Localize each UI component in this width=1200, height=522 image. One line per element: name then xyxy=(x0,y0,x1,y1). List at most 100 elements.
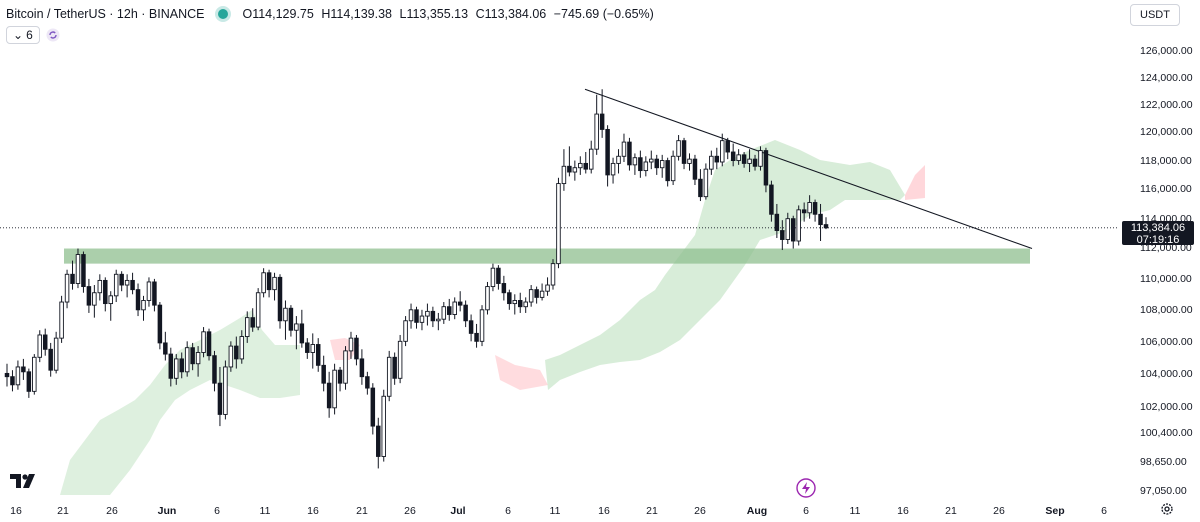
candle-body xyxy=(48,348,53,371)
low-value: 113,355.13 xyxy=(406,7,469,21)
candle xyxy=(70,260,75,290)
candle xyxy=(135,283,141,317)
candle xyxy=(638,150,643,178)
candle xyxy=(234,336,239,369)
candle-body xyxy=(223,366,228,415)
candle-body xyxy=(392,356,397,379)
indicators-toggle[interactable]: ⌄ 6 xyxy=(6,26,40,44)
candle xyxy=(474,323,479,348)
candle xyxy=(496,265,501,290)
candle xyxy=(616,149,621,174)
currency-selector[interactable]: USDT xyxy=(1130,4,1180,26)
candle-body xyxy=(801,209,807,214)
sync-icon[interactable] xyxy=(46,28,60,42)
candle xyxy=(561,149,567,191)
candle xyxy=(736,149,741,165)
candle-body xyxy=(337,369,343,384)
candle xyxy=(108,291,113,321)
candle xyxy=(714,147,720,170)
candle xyxy=(157,302,163,350)
candle xyxy=(545,277,550,296)
candle-body xyxy=(299,323,305,344)
market-status-icon xyxy=(218,9,229,19)
candle-body xyxy=(64,273,70,303)
candle xyxy=(790,215,796,249)
candle xyxy=(266,269,272,298)
candle-body xyxy=(436,318,441,322)
candle xyxy=(583,152,589,174)
candle xyxy=(720,133,725,167)
candle-body xyxy=(419,315,425,323)
candle-body xyxy=(310,344,316,353)
candle-body xyxy=(747,158,752,164)
candle-body xyxy=(659,160,665,169)
lightning-icon[interactable] xyxy=(796,478,816,498)
candle xyxy=(103,277,108,312)
candle-body xyxy=(81,254,86,288)
candle-body xyxy=(206,331,212,357)
candle-body xyxy=(517,300,523,308)
candle xyxy=(179,352,184,379)
candle-body xyxy=(425,310,430,317)
candle xyxy=(86,278,92,313)
candle xyxy=(277,274,283,329)
candle-body xyxy=(288,307,294,331)
candle xyxy=(621,133,627,162)
candle-body xyxy=(561,165,567,185)
candle xyxy=(605,125,610,187)
candle xyxy=(15,360,21,390)
symbol-title[interactable]: Bitcoin / TetherUS · 12h · BINANCE xyxy=(6,7,205,21)
candle-body xyxy=(348,337,354,352)
candle xyxy=(698,169,703,202)
candle-body xyxy=(179,358,184,373)
time-axis[interactable]: 16 21 26 Jun 6 11 16 21 26 Jul 6 11 16 21 26 Aug 6 11 16 21… xyxy=(10,505,1107,517)
candle-body xyxy=(37,334,43,358)
candle xyxy=(97,274,103,301)
price-axis[interactable]: 126,000.00 124,000.00 122,000.00 120,000.00… xyxy=(1140,45,1193,497)
candle xyxy=(64,269,70,309)
candle xyxy=(228,341,234,372)
candle-body xyxy=(184,347,190,373)
candle xyxy=(53,331,59,374)
candle xyxy=(730,143,736,167)
candle-body xyxy=(496,267,501,284)
candle xyxy=(244,311,250,343)
candle xyxy=(81,251,86,293)
price-tick-label: 104,000.00 xyxy=(1140,368,1193,380)
candle-body xyxy=(523,301,528,308)
candle-body xyxy=(163,342,168,355)
time-tick-label: Aug xyxy=(747,505,767,517)
gear-icon[interactable] xyxy=(1160,502,1174,516)
candle-body xyxy=(474,332,479,342)
candle xyxy=(414,306,419,329)
time-tick-label: 21 xyxy=(57,505,69,517)
candle-body xyxy=(736,154,741,162)
candle xyxy=(687,153,692,171)
candle-body xyxy=(588,148,594,170)
candle-body xyxy=(294,323,299,331)
candle-body xyxy=(124,279,130,286)
candle xyxy=(659,154,665,178)
last-price-tag: 113,384.06 07:19:16 xyxy=(1122,220,1194,246)
time-tick-label: 26 xyxy=(993,505,1005,517)
high-label: H xyxy=(321,7,331,21)
candle-body xyxy=(463,304,468,322)
candle-body xyxy=(681,140,687,164)
candle xyxy=(217,366,223,427)
candle-body xyxy=(665,160,670,182)
candle xyxy=(441,302,447,324)
candle-body xyxy=(174,358,179,379)
time-tick-label: 6 xyxy=(505,505,511,517)
time-tick-label: 6 xyxy=(1101,505,1107,517)
change-value: −745.69 (−0.65%) xyxy=(553,7,654,21)
candle-body xyxy=(605,128,610,176)
time-tick-label: 16 xyxy=(897,505,909,517)
tradingview-logo-icon[interactable] xyxy=(10,472,40,490)
high-value: 114,139.38 xyxy=(330,7,392,21)
candle-body xyxy=(643,161,649,172)
candle xyxy=(512,294,518,315)
price-tick-label: 102,000.00 xyxy=(1140,401,1193,413)
candle xyxy=(42,328,48,356)
candle xyxy=(758,146,763,171)
